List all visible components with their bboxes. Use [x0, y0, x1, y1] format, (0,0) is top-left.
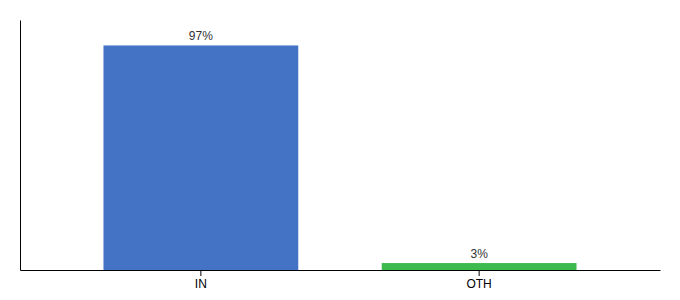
- y-axis: [20, 21, 21, 271]
- x-tick-mark: [200, 270, 201, 276]
- plot: 97% 3% IN OTH: [21, 21, 661, 291]
- page: {"chart_data": {"type": "bar", "categori…: [0, 0, 680, 300]
- x-axis: IN OTH: [21, 270, 661, 291]
- chart-svg: 97% 3% IN OTH: [0, 0, 680, 300]
- x-tick: IN: [195, 270, 207, 291]
- y-axis-line: [20, 21, 21, 271]
- x-axis-line: [21, 270, 661, 271]
- x-tick: OTH: [466, 270, 491, 291]
- bars: [103, 45, 576, 270]
- bar: [103, 45, 298, 270]
- data-labels: 97% 3%: [189, 29, 488, 261]
- chart-container: 97% 3% IN OTH: [0, 0, 680, 300]
- x-tick-mark: [479, 270, 480, 276]
- x-tick-label: IN: [195, 277, 207, 291]
- data-label: 97%: [189, 29, 213, 43]
- data-label: 3%: [470, 247, 488, 261]
- bar: [382, 263, 577, 270]
- x-tick-label: OTH: [466, 277, 491, 291]
